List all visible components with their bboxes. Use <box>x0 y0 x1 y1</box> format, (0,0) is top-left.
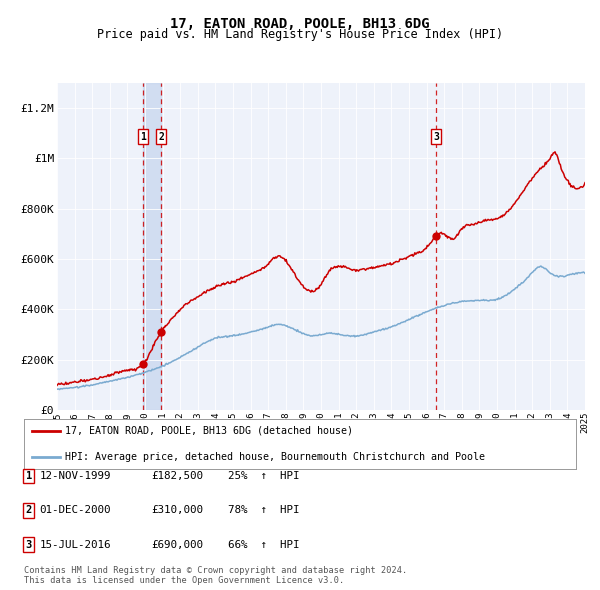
Text: £310,000: £310,000 <box>151 506 203 515</box>
Text: Price paid vs. HM Land Registry's House Price Index (HPI): Price paid vs. HM Land Registry's House … <box>97 28 503 41</box>
Text: 12-NOV-1999: 12-NOV-1999 <box>39 471 111 481</box>
Text: Contains HM Land Registry data © Crown copyright and database right 2024.
This d: Contains HM Land Registry data © Crown c… <box>24 566 407 585</box>
Text: 66%  ↑  HPI: 66% ↑ HPI <box>228 540 300 549</box>
Text: 3: 3 <box>433 132 439 142</box>
Text: 15-JUL-2016: 15-JUL-2016 <box>39 540 111 549</box>
Text: 17, EATON ROAD, POOLE, BH13 6DG: 17, EATON ROAD, POOLE, BH13 6DG <box>170 17 430 31</box>
Text: 2: 2 <box>158 132 164 142</box>
Text: £690,000: £690,000 <box>151 540 203 549</box>
Text: 78%  ↑  HPI: 78% ↑ HPI <box>228 506 300 515</box>
Text: 3: 3 <box>26 540 32 549</box>
Text: 2: 2 <box>26 506 32 515</box>
Text: 1: 1 <box>26 471 32 481</box>
Text: HPI: Average price, detached house, Bournemouth Christchurch and Poole: HPI: Average price, detached house, Bour… <box>65 452 485 462</box>
Bar <box>143 83 161 410</box>
Text: 01-DEC-2000: 01-DEC-2000 <box>39 506 111 515</box>
Text: 1: 1 <box>140 132 146 142</box>
Text: 25%  ↑  HPI: 25% ↑ HPI <box>228 471 300 481</box>
Text: £182,500: £182,500 <box>151 471 203 481</box>
Text: 17, EATON ROAD, POOLE, BH13 6DG (detached house): 17, EATON ROAD, POOLE, BH13 6DG (detache… <box>65 426 353 436</box>
